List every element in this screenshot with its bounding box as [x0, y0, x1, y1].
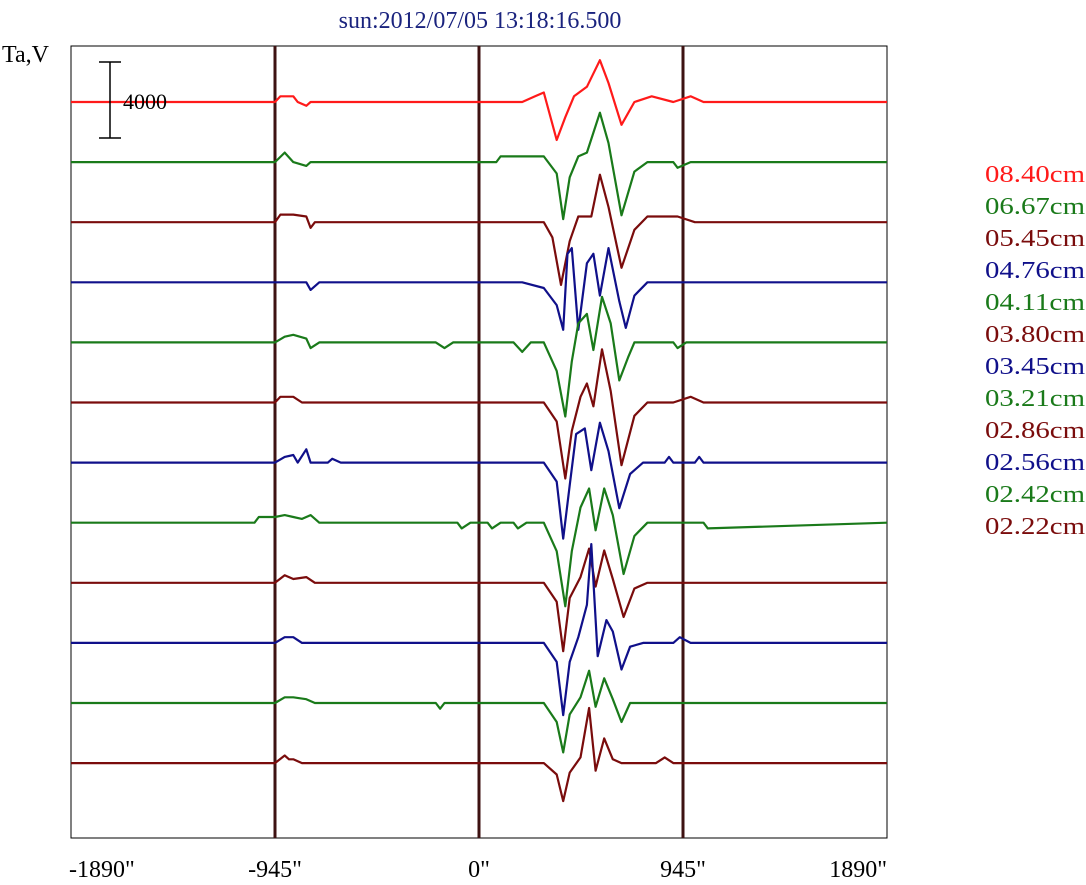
x-tick-label: -1890" [69, 857, 135, 883]
trace-02.42cm [71, 669, 887, 754]
y-axis-label: Ta,V [2, 42, 50, 68]
trace-02.86cm [71, 547, 887, 653]
x-tick-label: 1890" [829, 857, 887, 883]
trace-02.22cm [71, 706, 887, 803]
legend-item-02.22cm: 02.22cm [985, 514, 1085, 540]
trace-06.67cm [71, 111, 887, 221]
trace-03.21cm [71, 487, 888, 608]
legend-item-02.56cm: 02.56cm [985, 450, 1085, 476]
chart-title: sun:2012/07/05 13:18:16.500 [339, 8, 622, 34]
trace-03.80cm [71, 348, 887, 480]
scale-bar: 4000 [99, 61, 167, 139]
trace-04.76cm [71, 247, 887, 331]
trace-02.56cm [71, 542, 887, 717]
x-tick-label: 945" [660, 857, 706, 883]
legend-item-02.86cm: 02.86cm [985, 418, 1085, 444]
x-tick-label: -945" [248, 857, 302, 883]
trace-05.45cm [71, 173, 887, 286]
legend-item-08.40cm: 08.40cm [985, 162, 1085, 188]
legend-item-03.45cm: 03.45cm [985, 354, 1085, 380]
legend-item-05.45cm: 05.45cm [985, 226, 1085, 252]
legend-item-04.11cm: 04.11cm [985, 290, 1085, 316]
x-tick-labels: -1890" -945" 0" 945" 1890" [69, 857, 887, 883]
vertical-reference-lines [273, 46, 685, 838]
trace-03.45cm [71, 421, 887, 540]
legend-item-06.67cm: 06.67cm [985, 194, 1085, 220]
legend-item-03.80cm: 03.80cm [985, 322, 1085, 348]
legend-item-02.42cm: 02.42cm [985, 482, 1085, 508]
legend-item-03.21cm: 03.21cm [985, 386, 1085, 412]
trace-group [71, 59, 888, 803]
legend-item-04.76cm: 04.76cm [985, 258, 1085, 284]
scale-bar-label: 4000 [123, 89, 167, 114]
trace-04.11cm [71, 295, 887, 418]
trace-08.40cm [71, 59, 887, 142]
x-tick-label: 0" [468, 857, 490, 883]
legend: 08.40cm 06.67cm 05.45cm 04.76cm 04.11cm 03.80… [985, 162, 1085, 540]
